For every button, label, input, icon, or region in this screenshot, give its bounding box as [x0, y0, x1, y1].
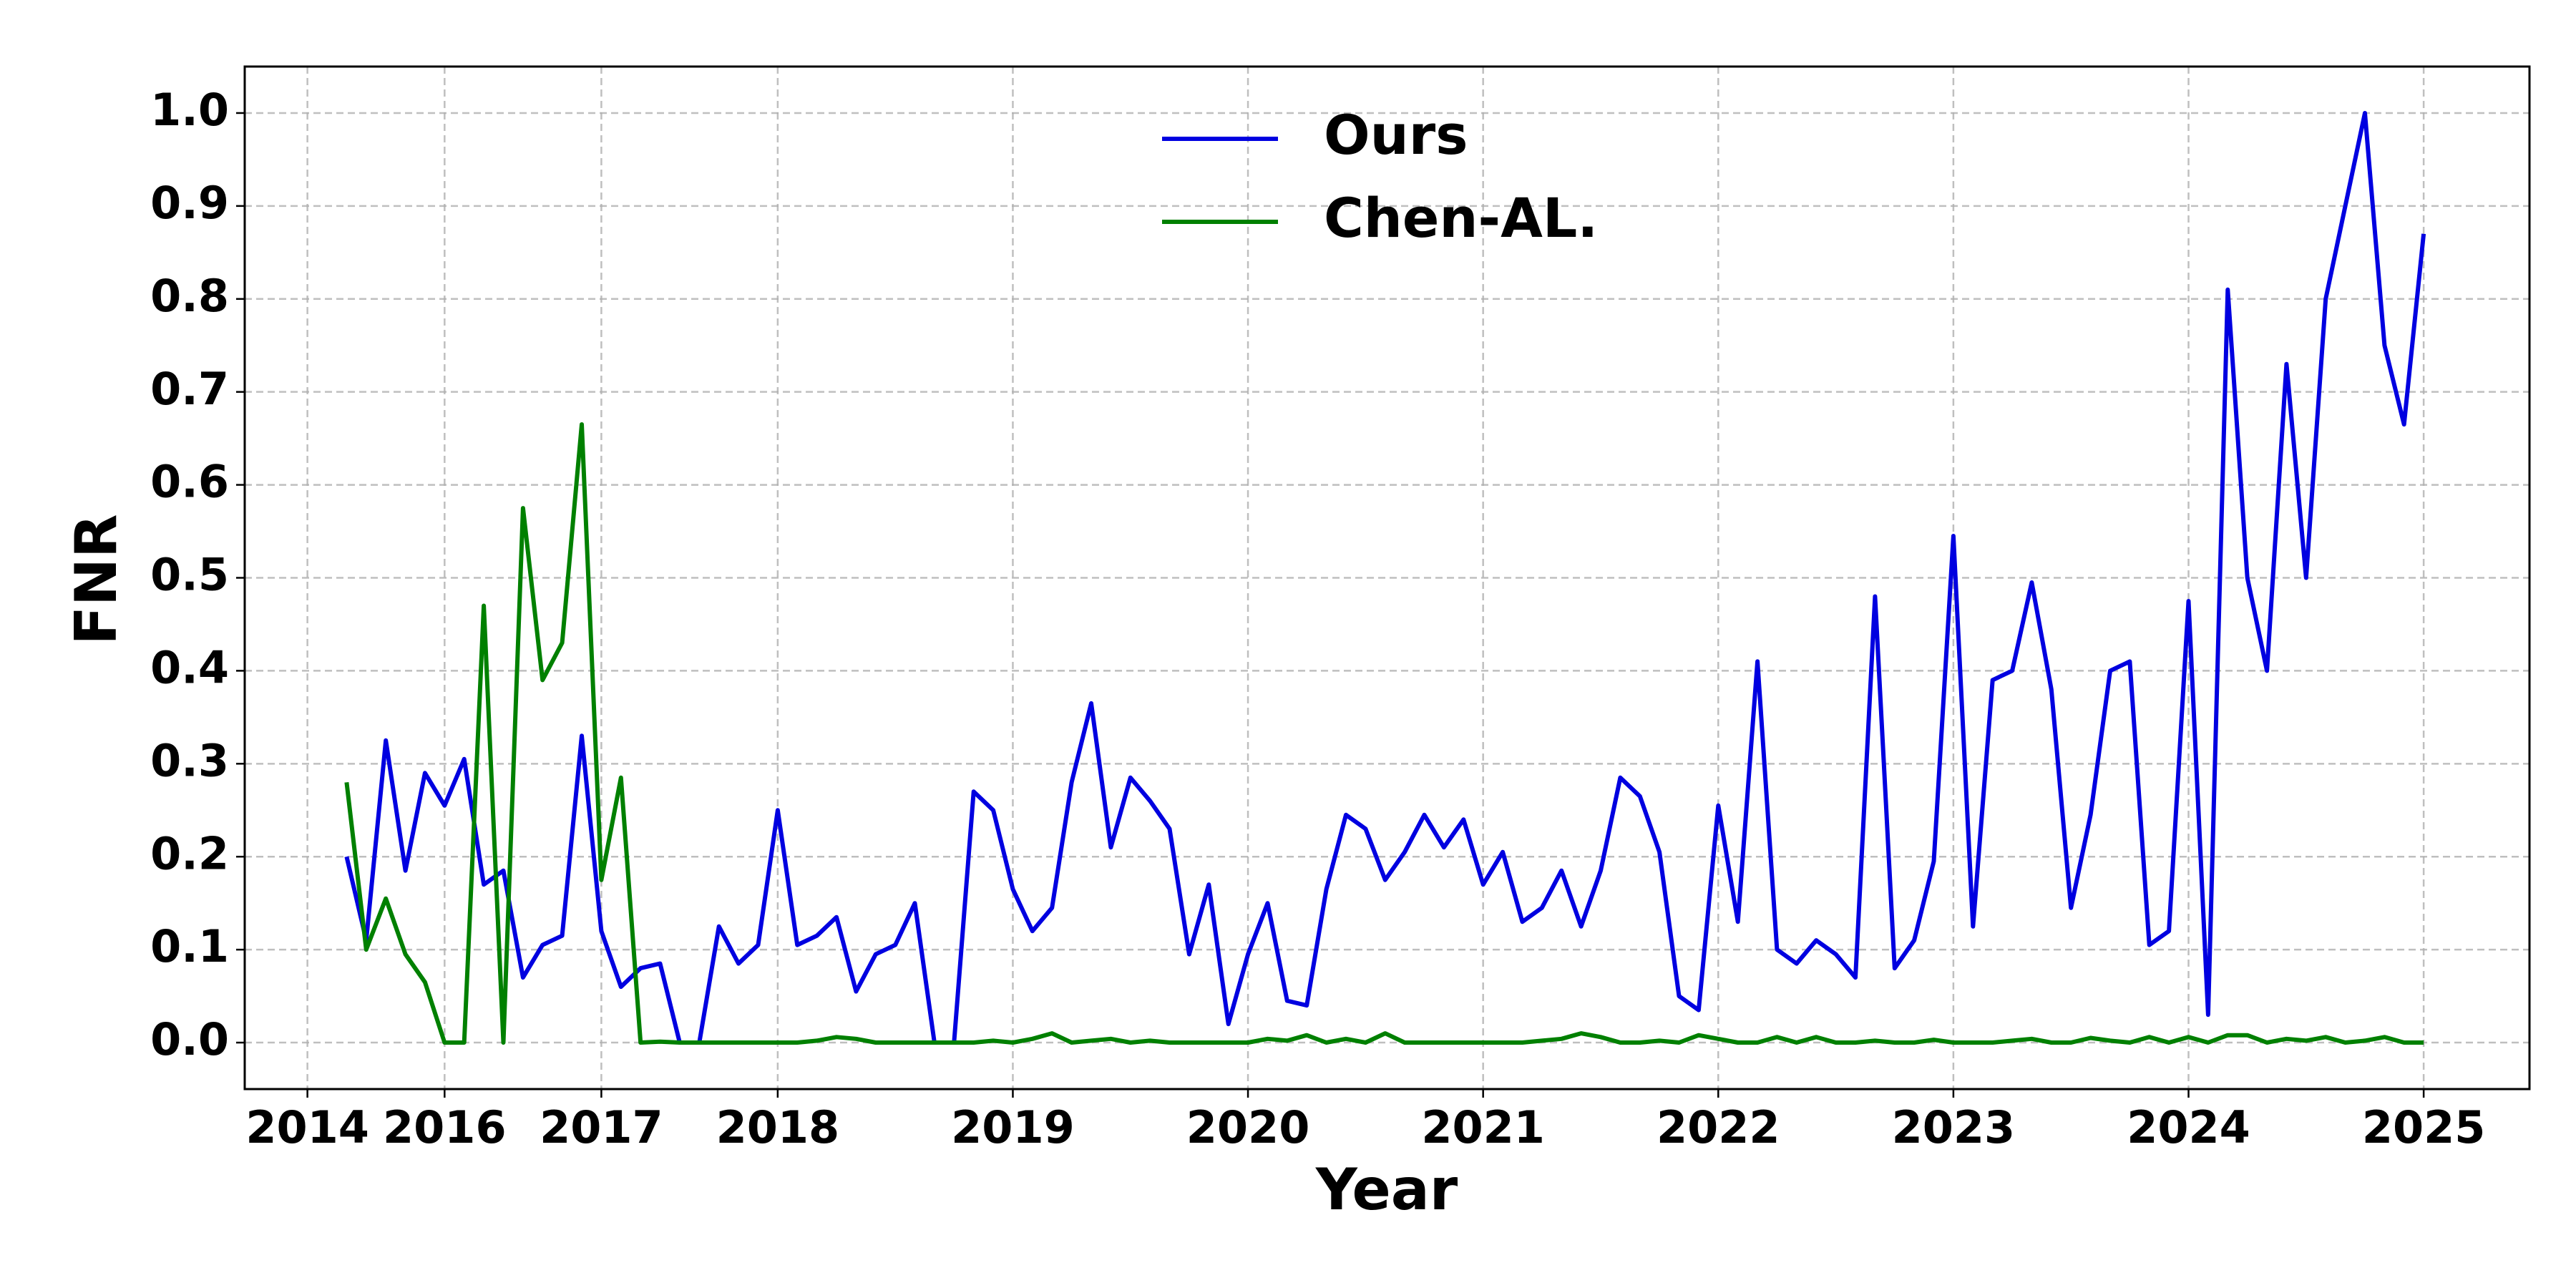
x-tick-label: 2024: [2127, 1101, 2250, 1153]
x-tick-label: 2021: [1421, 1101, 1545, 1153]
x-tick-label: 2016: [383, 1101, 507, 1153]
y-tick-label: 0.9: [150, 177, 229, 229]
x-tick-label: 2018: [716, 1101, 840, 1153]
x-tick-label: 2025: [2362, 1101, 2486, 1153]
y-tick-label: 0.7: [150, 363, 229, 415]
y-tick-label: 0.6: [150, 456, 229, 508]
x-tick-label: 2019: [951, 1101, 1075, 1153]
x-tick-label: 2020: [1186, 1101, 1310, 1153]
y-tick-label: 1.0: [150, 84, 229, 136]
y-tick-label: 0.5: [150, 549, 229, 601]
legend-label: Chen-AL.: [1324, 186, 1598, 250]
x-axis-label: Year: [1315, 1156, 1458, 1223]
x-tick-label: 2023: [1892, 1101, 2016, 1153]
x-tick-label: 2017: [540, 1101, 663, 1153]
series-line: [344, 422, 2424, 1045]
y-tick-label: 0.1: [150, 920, 229, 972]
y-axis-label: FNR: [63, 514, 130, 645]
y-tick-label: 0.3: [150, 734, 229, 786]
x-tick-label: 2014: [245, 1101, 369, 1153]
x-tick-label: 2022: [1657, 1101, 1780, 1153]
y-tick-label: 0.8: [150, 270, 229, 322]
plot-frame: [243, 65, 2531, 1091]
legend-label: Ours: [1324, 103, 1468, 167]
y-tick-label: 0.2: [150, 827, 229, 879]
y-tick-label: 0.0: [150, 1013, 229, 1065]
y-tick-label: 0.4: [150, 642, 229, 694]
